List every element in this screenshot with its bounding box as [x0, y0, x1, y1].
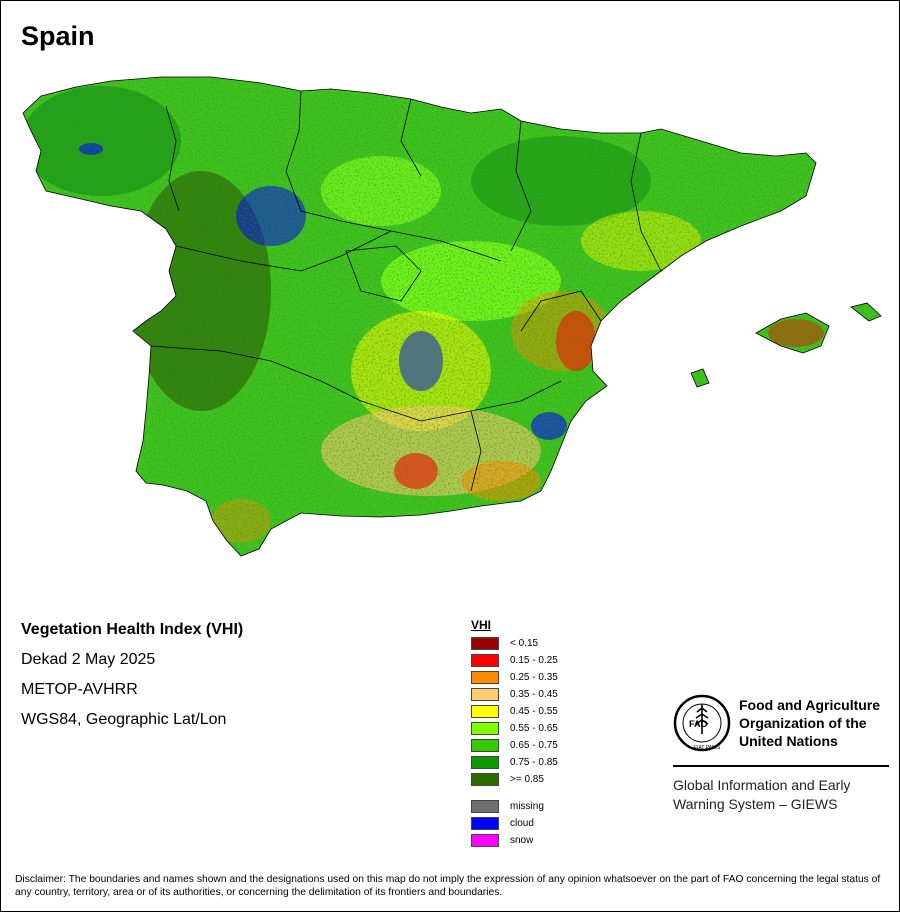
legend-swatch [471, 772, 499, 786]
legend-swatch [471, 636, 499, 650]
legend-title: VHI [471, 618, 492, 632]
legend-item: >= 0.85 [471, 772, 544, 786]
legend-swatch [471, 833, 499, 847]
border-madrid [345, 245, 422, 302]
index-name: Vegetation Health Index (VHI) [21, 621, 244, 638]
legend-swatch [471, 755, 499, 769]
legend-swatch [471, 799, 499, 813]
legend-label: 0.55 - 0.65 [510, 722, 558, 734]
legend-swatch [471, 816, 499, 830]
legend-label: >= 0.85 [510, 773, 544, 785]
fao-name-line3: United Nations [739, 733, 838, 749]
legend-item: 0.15 - 0.25 [471, 653, 558, 667]
map-title: Spain [21, 21, 95, 51]
legend-label: 0.35 - 0.45 [510, 688, 558, 700]
legend-swatch [471, 653, 499, 667]
fao-logo-icon: FAO FIAT PANIS [673, 694, 731, 752]
legend-item: 0.25 - 0.35 [471, 670, 558, 684]
legend-item-cloud: cloud [471, 816, 534, 830]
region-borders [22, 76, 882, 557]
legend-label: 0.75 - 0.85 [510, 756, 558, 768]
fao-name-line1: Food and Agriculture [739, 697, 881, 713]
fao-name-line2: Organization of the [739, 715, 867, 731]
mallorca-outline [755, 312, 830, 354]
legend-swatch [471, 704, 499, 718]
legend-label: 0.65 - 0.75 [510, 739, 558, 751]
legend-label: missing [510, 800, 544, 812]
legend-label: cloud [510, 817, 534, 829]
legend-item-snow: snow [471, 833, 533, 847]
border-valencia-west [520, 290, 602, 332]
border-andalusia-north [150, 345, 562, 422]
menorca-outline [850, 302, 882, 322]
border-castile-south [175, 230, 502, 272]
giews-name: Global Information and Early Warning Sys… [673, 776, 850, 814]
fao-branding: FAO FIAT PANIS Food and Agriculture Orga… [673, 694, 889, 819]
legend-label: 0.45 - 0.55 [510, 705, 558, 717]
period-label: Dekad 2 May 2025 [21, 651, 156, 668]
border-navarre-aragon [510, 120, 532, 252]
vhi-map [22, 76, 882, 557]
border-galicia [165, 105, 180, 212]
legend-item: 0.45 - 0.55 [471, 704, 558, 718]
giews-line2: Warning System – GIEWS [673, 796, 838, 812]
border-catalonia [630, 132, 662, 272]
legend-item: 0.55 - 0.65 [471, 721, 558, 735]
border-cantabria-castile [285, 90, 392, 232]
legend-swatch [471, 738, 499, 752]
fao-name: Food and Agriculture Organization of the… [739, 696, 880, 750]
legend-swatch [471, 687, 499, 701]
legend-swatch [471, 721, 499, 735]
sensor-label: METOP-AVHRR [21, 681, 138, 698]
spain-outline [22, 76, 817, 557]
fao-divider [673, 765, 889, 767]
border-murcia [470, 410, 482, 492]
vhi-texture [23, 77, 881, 556]
vhi-legend: VHI < 0.15 0.15 - 0.25 0.25 - 0.35 0.35 - 0… [471, 618, 611, 847]
legend-item-missing: missing [471, 799, 544, 813]
giews-line1: Global Information and Early [673, 777, 851, 793]
fao-logo-letter-f: FAO [689, 719, 708, 729]
projection-label: WGS84, Geographic Lat/Lon [21, 711, 227, 728]
ibiza-outline [690, 368, 710, 388]
legend-swatch [471, 670, 499, 684]
legend-label: snow [510, 834, 534, 846]
legend-item: 0.75 - 0.85 [471, 755, 558, 769]
disclaimer-text: Disclaimer: The boundaries and names sho… [15, 874, 881, 898]
fao-logo-motto: FIAT PANIS [694, 745, 721, 751]
legend-item: 0.35 - 0.45 [471, 687, 558, 701]
legend-item: < 0.15 [471, 636, 538, 650]
legend-label: 0.25 - 0.35 [510, 671, 558, 683]
border-basque [400, 98, 422, 177]
legend-item: 0.65 - 0.75 [471, 738, 558, 752]
legend-label: 0.15 - 0.25 [510, 654, 558, 666]
legend-label: < 0.15 [510, 637, 539, 649]
